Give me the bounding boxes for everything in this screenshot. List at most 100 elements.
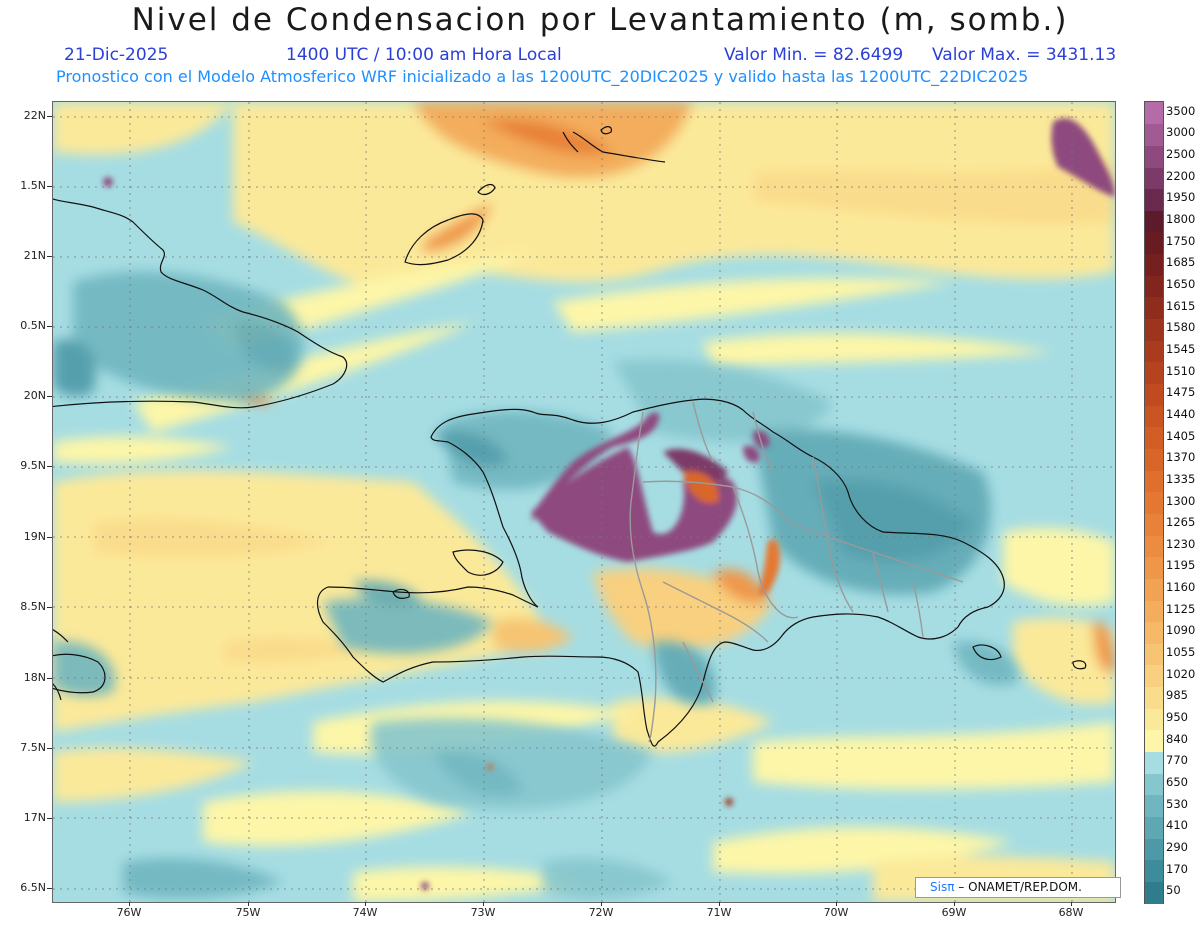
colorbar-cell: [1145, 729, 1163, 753]
colorbar-cell: [1145, 340, 1163, 363]
colorbar-cell: [1145, 751, 1163, 774]
colorbar-cell: [1145, 145, 1163, 168]
colorbar-level-label: 1950: [1166, 190, 1196, 205]
lat-tick-label: 9.5N: [20, 459, 46, 472]
colorbar-level-label: 1160: [1166, 580, 1196, 595]
colorbar-cell: [1145, 231, 1163, 255]
colorbar-cell: [1145, 534, 1163, 558]
lat-tickmark: [47, 326, 52, 327]
colorbar-cell: [1145, 448, 1163, 471]
colorbar-level-label: 2500: [1166, 147, 1196, 162]
colorbar-cell: [1145, 318, 1163, 341]
colorbar-level-label: 1440: [1166, 406, 1196, 421]
lat-tickmark: [47, 678, 52, 679]
lon-tickmark: [483, 902, 484, 906]
lon-tickmark: [365, 902, 366, 906]
coastlines: [53, 126, 1087, 747]
map-area: [52, 101, 1116, 903]
colorbar-cell: [1145, 773, 1163, 796]
lcl-field: [53, 102, 1115, 902]
map-title: Nivel de Condensacion por Levantamiento …: [131, 2, 1069, 38]
lon-tick-label: 69W: [941, 906, 967, 919]
colorbar-level-label: 1750: [1166, 233, 1196, 248]
colorbar-cell: [1145, 664, 1163, 688]
lat-tick-label: 19N: [23, 530, 46, 543]
colorbar-level-label: 1800: [1166, 212, 1196, 227]
colorbar-level-label: 985: [1166, 688, 1188, 703]
colorbar-level-label: 1090: [1166, 623, 1196, 638]
lon-tickmark: [129, 902, 130, 906]
colorbar-cell: [1145, 210, 1163, 233]
credit-text: – ONAMET/REP.DOM.: [958, 880, 1082, 894]
colorbar-level-label: 770: [1166, 753, 1188, 768]
colorbar-cell: [1145, 794, 1163, 817]
colorbar-cell: [1145, 859, 1163, 882]
lat-tickmark: [47, 396, 52, 397]
colorbar-cell: [1145, 838, 1163, 861]
lon-tick-label: 74W: [352, 906, 378, 919]
colorbar-cell: [1145, 513, 1163, 536]
lat-tickmark: [47, 256, 52, 257]
provincial-borders: [629, 401, 964, 743]
colorbar-cell: [1145, 708, 1163, 731]
colorbar-cell: [1145, 578, 1163, 601]
colorbar-cell: [1145, 556, 1163, 579]
colorbar-cell: [1145, 470, 1163, 493]
credit-box: Sisπ – ONAMET/REP.DOM.: [915, 877, 1121, 898]
lat-tick-label: 6.5N: [20, 881, 46, 894]
colorbar-cell: [1145, 383, 1163, 406]
colorbar-level-label: 1055: [1166, 645, 1196, 660]
colorbar-cell: [1145, 253, 1163, 276]
lon-tickmark: [719, 902, 720, 906]
colorbar-cell: [1145, 361, 1163, 385]
forecast-time: 1400 UTC / 10:00 am Hora Local: [286, 45, 562, 65]
lon-tickmark: [248, 902, 249, 906]
lon-tick-label: 68W: [1058, 906, 1084, 919]
colorbar-level-label: 1020: [1166, 666, 1196, 681]
colorbar-cell: [1145, 188, 1163, 211]
colorbar-level-label: 1195: [1166, 558, 1196, 573]
lon-tickmark: [601, 902, 602, 906]
lat-tickmark: [47, 537, 52, 538]
colorbar-level-label: 840: [1166, 731, 1188, 746]
lon-tickmark: [954, 902, 955, 906]
colorbar-level-label: 50: [1166, 883, 1181, 898]
min-value-label: Valor Min. = 82.6499: [724, 45, 904, 65]
lon-tickmark: [1071, 902, 1072, 906]
colorbar-level-label: 1580: [1166, 320, 1196, 335]
lat-tick-label: 8.5N: [20, 600, 46, 613]
colorbar-level-label: 1265: [1166, 515, 1196, 530]
colorbar-level-label: 1300: [1166, 493, 1196, 508]
lon-tick-label: 73W: [470, 906, 496, 919]
lat-tick-label: 22N: [23, 109, 46, 122]
colorbar-level-label: 1545: [1166, 341, 1196, 356]
lat-tickmark: [47, 116, 52, 117]
colorbar-level-label: 650: [1166, 774, 1188, 789]
colorbar-level-label: 1125: [1166, 601, 1196, 616]
max-value-label: Valor Max. = 3431.13: [932, 45, 1117, 65]
lon-tickmark: [836, 902, 837, 906]
colorbar-cell: [1145, 816, 1163, 839]
forecast-date: 21-Dic-2025: [64, 45, 169, 65]
colorbar-level-label: 290: [1166, 839, 1188, 854]
lat-tickmark: [47, 466, 52, 467]
lat-tick-label: 20N: [23, 389, 46, 402]
colorbar-level-label: 1405: [1166, 428, 1196, 443]
lon-tick-label: 72W: [588, 906, 614, 919]
colorbar-cell: [1145, 102, 1163, 125]
lat-tickmark: [47, 818, 52, 819]
colorbar-level-label: 1650: [1166, 277, 1196, 291]
lat-tick-label: 17N: [23, 811, 46, 824]
lat-tick-label: 18N: [23, 671, 46, 684]
colorbar-cell: [1145, 123, 1163, 146]
colorbar-level-label: 530: [1166, 796, 1188, 811]
lat-tickmark: [47, 888, 52, 889]
colorbar-level-label: 1335: [1166, 471, 1196, 486]
lat-tick-label: 21N: [23, 249, 46, 262]
forecast-description: Pronostico con el Modelo Atmosferico WRF…: [56, 67, 1029, 86]
lat-tickmark: [47, 748, 52, 749]
colorbar-cell: [1145, 881, 1163, 904]
lon-tick-label: 76W: [116, 906, 142, 919]
colorbar-cell: [1145, 426, 1163, 449]
colorbar-cell: [1145, 166, 1163, 190]
